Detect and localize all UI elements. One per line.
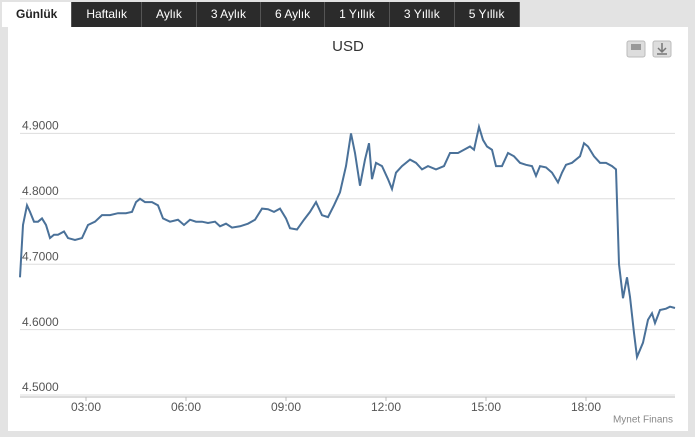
y-tick-label: 4.9000: [22, 119, 59, 133]
x-tick-label: 09:00: [271, 400, 301, 414]
y-tick-label: 4.6000: [22, 315, 59, 329]
tab[interactable]: Aylık: [142, 2, 197, 27]
chart-panel: [8, 27, 688, 431]
tab[interactable]: 5 Yıllık: [455, 2, 520, 27]
tab[interactable]: Haftalık: [72, 2, 143, 27]
tab[interactable]: 3 Aylık: [197, 2, 261, 27]
x-tick-label: 06:00: [171, 400, 201, 414]
y-tick-label: 4.8000: [22, 184, 59, 198]
tab[interactable]: Günlük: [2, 2, 73, 27]
tab-bar: Günlük Haftalık Aylık 3 Aylık 6 Aylık 1 Yıllı…: [2, 2, 520, 27]
tab[interactable]: 6 Aylık: [261, 2, 326, 27]
y-tick-label: 4.5000: [22, 380, 59, 394]
source: Mynet Finans: [613, 415, 673, 426]
download-icon[interactable]: [652, 40, 672, 58]
tab[interactable]: 3 Yıllık: [390, 2, 455, 27]
y-tick-label: 4.7000: [22, 249, 59, 263]
x-tick-label: 12:00: [371, 400, 401, 414]
price-line: [19, 122, 676, 361]
x-tick-label: 18:00: [571, 400, 601, 414]
print-icon[interactable]: [626, 40, 646, 58]
tab[interactable]: 1 Yıllık: [325, 2, 390, 27]
x-tick-label: 03:00: [71, 400, 101, 414]
x-tick-label: 15:00: [471, 400, 501, 414]
chart-title: USD: [332, 38, 364, 55]
